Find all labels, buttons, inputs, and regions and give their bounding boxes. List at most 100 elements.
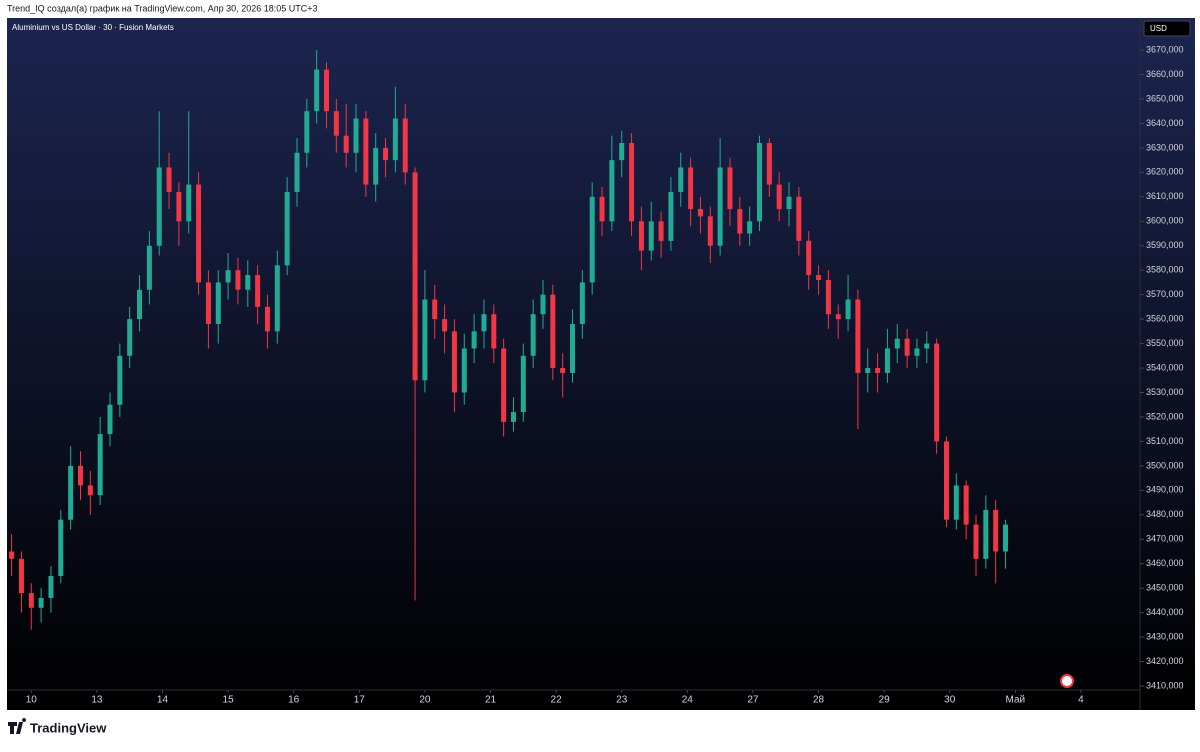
candle-body [166,167,172,192]
candle-body [461,348,467,393]
candle-body [245,275,251,290]
event-icon[interactable] [1060,674,1074,688]
candle-body [560,368,566,373]
candle-body [284,191,290,266]
candle-body [383,147,389,161]
currency-label: USD [1150,24,1167,33]
candle-body [550,294,556,369]
y-tick-label: 3630,000 [1146,142,1184,152]
y-tick-label: 3420,000 [1146,656,1184,666]
candle-body [363,118,369,185]
candle-body [9,551,15,559]
candle-body [845,299,851,320]
candle-body [373,147,379,185]
candle-body [688,167,694,210]
candle-body [255,275,261,307]
candle-body [28,593,34,608]
candle-body [235,270,241,290]
candle-body [835,314,841,320]
y-tick-label: 3640,000 [1146,118,1184,128]
candle-body [629,142,635,222]
x-tick-label: 22 [551,695,563,706]
candle-body [786,196,792,210]
candle-body [510,412,516,422]
candle-body [343,135,349,153]
candle-body [412,172,418,381]
candle-body [491,314,497,349]
candle-body [619,142,625,161]
candle-body [973,524,979,559]
candle-body [215,282,221,325]
candle-body [825,279,831,315]
y-tick-label: 3530,000 [1146,387,1184,397]
candle-body [520,355,526,413]
candle-body [481,314,487,332]
candle-body [225,270,231,283]
candle-body [963,485,969,525]
y-tick-label: 3410,000 [1146,680,1184,690]
candle-body [668,191,674,241]
candle-body [38,597,44,608]
candle-body [658,221,664,241]
x-tick-label: Май [1006,695,1026,706]
candle-body [737,209,743,234]
candle-body [855,299,861,373]
footer-text: TradingView [30,720,107,735]
candle-body [176,191,182,222]
candle-body [599,196,605,222]
candle-body [146,245,152,290]
candle-body [274,265,280,332]
candle-body [924,343,930,349]
y-tick-label: 3470,000 [1146,534,1184,544]
candle-body [97,434,103,496]
candle-body [353,118,359,153]
candle-body [1003,524,1009,552]
x-tick-label: 17 [354,695,366,706]
y-tick-label: 3460,000 [1146,558,1184,568]
y-tick-label: 3650,000 [1146,93,1184,103]
y-tick-label: 3620,000 [1146,167,1184,177]
y-tick-label: 3560,000 [1146,313,1184,323]
chart-area [7,18,1195,710]
candle-body [648,221,654,251]
candle-body [904,338,910,356]
y-tick-label: 3430,000 [1146,631,1184,641]
candle-body [865,368,871,373]
candle-body [934,343,940,442]
y-tick-label: 3600,000 [1146,216,1184,226]
candle-body [570,324,576,373]
candle-body [589,196,595,283]
y-tick-label: 3580,000 [1146,265,1184,275]
candle-body [48,575,54,598]
candle-body [697,209,703,217]
x-tick-label: 15 [223,695,235,706]
y-tick-label: 3540,000 [1146,362,1184,372]
candle-body [501,348,507,422]
x-tick-label: 20 [419,695,431,706]
currency-button[interactable] [1143,20,1191,37]
y-tick-label: 3550,000 [1146,338,1184,348]
candle-body [333,111,339,136]
candle-body [993,509,999,552]
candle-body [205,282,211,325]
candle-body [127,319,133,356]
y-tick-label: 3590,000 [1146,240,1184,250]
candle-body [107,404,113,435]
y-tick-label: 3520,000 [1146,411,1184,421]
y-tick-label: 3480,000 [1146,509,1184,519]
candle-body [304,111,310,153]
candle-body [638,221,644,251]
x-tick-label: 30 [944,695,956,706]
y-tick-label: 3510,000 [1146,436,1184,446]
y-tick-label: 3440,000 [1146,607,1184,617]
x-tick-label: 10 [26,695,38,706]
y-tick-label: 3500,000 [1146,460,1184,470]
candle-body [530,314,536,356]
candle-body [186,184,192,222]
candle-body [875,368,881,373]
candle-body [196,184,202,283]
candle-body [884,348,890,373]
candle-body [264,306,270,332]
candle-body [422,299,428,381]
